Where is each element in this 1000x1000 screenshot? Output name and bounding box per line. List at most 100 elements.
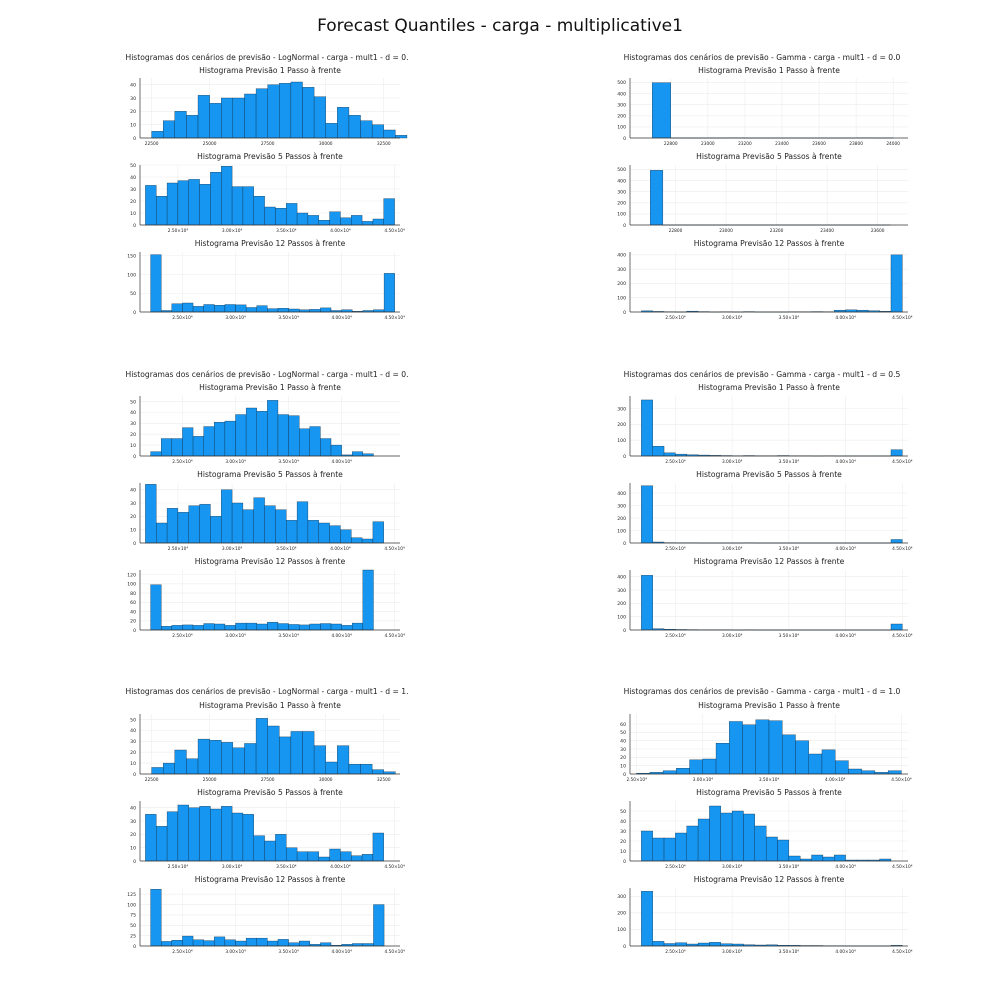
histogram-bar — [145, 814, 157, 862]
histogram-bar — [352, 943, 364, 947]
x-tick-label: 4.50×10⁴ — [891, 777, 912, 783]
histogram-bar — [197, 95, 210, 139]
x-tick-label: 3.00×10⁴ — [722, 546, 743, 552]
histogram-panel: Histograma Previsão 5 Passos à frente 0 10… — [130, 152, 405, 234]
histogram-bar — [171, 303, 183, 313]
y-tick-label: 0 — [133, 136, 136, 142]
histogram-bar — [765, 836, 778, 862]
histogram-panel: Histogramas dos cenários de previsão - L… — [125, 53, 408, 147]
histogram-bar — [777, 839, 790, 862]
panel-title: Histograma Previsão 12 Passos à frente — [195, 875, 346, 884]
histogram-bar — [361, 221, 374, 226]
histogram-bar — [288, 624, 300, 631]
histogram-bar — [861, 770, 876, 775]
histogram-bar — [182, 624, 194, 631]
y-tick-label: 500 — [617, 167, 626, 173]
x-tick-label: 3.50×10⁴ — [276, 546, 297, 552]
histogram-bar — [188, 807, 200, 862]
histogram-bar — [372, 521, 384, 544]
histogram-bar — [302, 731, 315, 775]
histogram-bar — [290, 81, 303, 139]
histogram-bar — [256, 305, 268, 313]
histogram-bar — [245, 307, 257, 313]
x-tick-label: 3.00×10⁴ — [722, 459, 743, 465]
histogram-bar — [788, 855, 801, 862]
histogram-bar — [267, 84, 280, 139]
panel-title: Histograma Previsão 5 Passos à frente — [696, 470, 842, 479]
histogram-bar — [890, 623, 903, 631]
histogram-bar — [313, 745, 326, 775]
histogram-bar — [296, 212, 309, 226]
y-tick-label: 30 — [130, 501, 136, 507]
y-tick-label: 20 — [130, 514, 136, 520]
histogram-bar — [318, 220, 330, 226]
y-tick-label: 80 — [130, 591, 136, 597]
y-tick-label: 40 — [130, 410, 136, 416]
histogram-bar — [209, 103, 222, 139]
histogram-bar — [245, 622, 257, 631]
y-tick-label: 300 — [617, 189, 626, 195]
histogram-bar — [235, 414, 247, 457]
panel-title: Histograma Previsão 5 Passos à frente — [197, 788, 343, 797]
histogram-bar — [182, 302, 194, 313]
panel-title: Histograma Previsão 1 Passo à frente — [698, 701, 840, 710]
histogram-bar — [337, 107, 350, 139]
histogram-bar — [221, 166, 233, 226]
x-tick-label: 22500 — [145, 777, 159, 783]
histogram-bar — [307, 520, 319, 544]
histogram-bar — [186, 115, 199, 139]
histogram-bar — [351, 855, 363, 862]
histogram-bar — [641, 891, 653, 947]
histogram-panel: Histograma Previsão 5 Passos à frente 0 10… — [617, 152, 908, 234]
histogram-bar — [755, 719, 770, 775]
x-tick-label: 3.50×10⁴ — [759, 777, 780, 783]
histogram-bar — [151, 767, 164, 775]
y-tick-label: 0 — [623, 772, 626, 778]
y-tick-label: 10 — [130, 443, 136, 449]
histogram-bar — [286, 847, 298, 862]
histogram-bar — [340, 529, 352, 544]
y-tick-label: 10 — [620, 849, 626, 855]
histogram-bar — [890, 254, 903, 313]
y-tick-label: 100 — [617, 438, 626, 444]
histogram-bar — [362, 569, 374, 631]
histogram-bar — [848, 768, 862, 775]
histogram-bar — [156, 826, 168, 862]
y-tick-label: 200 — [617, 201, 626, 207]
x-tick-label: 3.00×10⁴ — [722, 949, 743, 955]
histogram-bar — [313, 96, 326, 139]
y-tick-label: 100 — [617, 927, 626, 933]
y-tick-label: 300 — [617, 894, 626, 900]
x-tick-label: 2.50×10⁴ — [665, 633, 686, 639]
histogram-bar — [330, 444, 342, 457]
histogram-bar — [360, 764, 373, 775]
y-tick-label: 400 — [617, 574, 626, 580]
x-tick-label: 2.50×10⁴ — [172, 459, 193, 465]
panel-title: Histograma Previsão 5 Passos à frente — [197, 470, 343, 479]
histogram-bar — [171, 625, 183, 631]
y-tick-label: 40 — [620, 738, 626, 744]
histogram-bar — [244, 93, 257, 139]
histogram-panel: Histograma Previsão 12 Passos à frente 0 5… — [127, 239, 405, 321]
panel-title: Histograma Previsão 5 Passos à frente — [197, 152, 343, 161]
histogram-bar — [890, 539, 903, 544]
histogram-bar — [742, 724, 756, 775]
histogram-bar — [383, 129, 396, 139]
histogram-bar — [641, 485, 653, 544]
x-tick-label: 3.50×10⁴ — [779, 864, 800, 870]
x-tick-label: 2.50×10⁴ — [168, 546, 189, 552]
y-tick-label: 40 — [620, 819, 626, 825]
y-tick-label: 10 — [130, 211, 136, 217]
histogram-bar — [329, 211, 341, 226]
y-tick-label: 10 — [620, 763, 626, 769]
x-tick-label: 22500 — [145, 141, 159, 147]
histogram-bar — [232, 747, 245, 775]
histogram-bar — [242, 814, 254, 862]
y-tick-label: 25 — [130, 933, 136, 939]
histogram-bar — [373, 904, 385, 947]
y-tick-label: 30 — [130, 421, 136, 427]
x-tick-label: 4.50×10⁴ — [892, 949, 913, 955]
histogram-bar — [887, 770, 902, 775]
x-tick-label: 4.00×10⁴ — [835, 315, 856, 321]
histogram-bar — [255, 718, 268, 775]
